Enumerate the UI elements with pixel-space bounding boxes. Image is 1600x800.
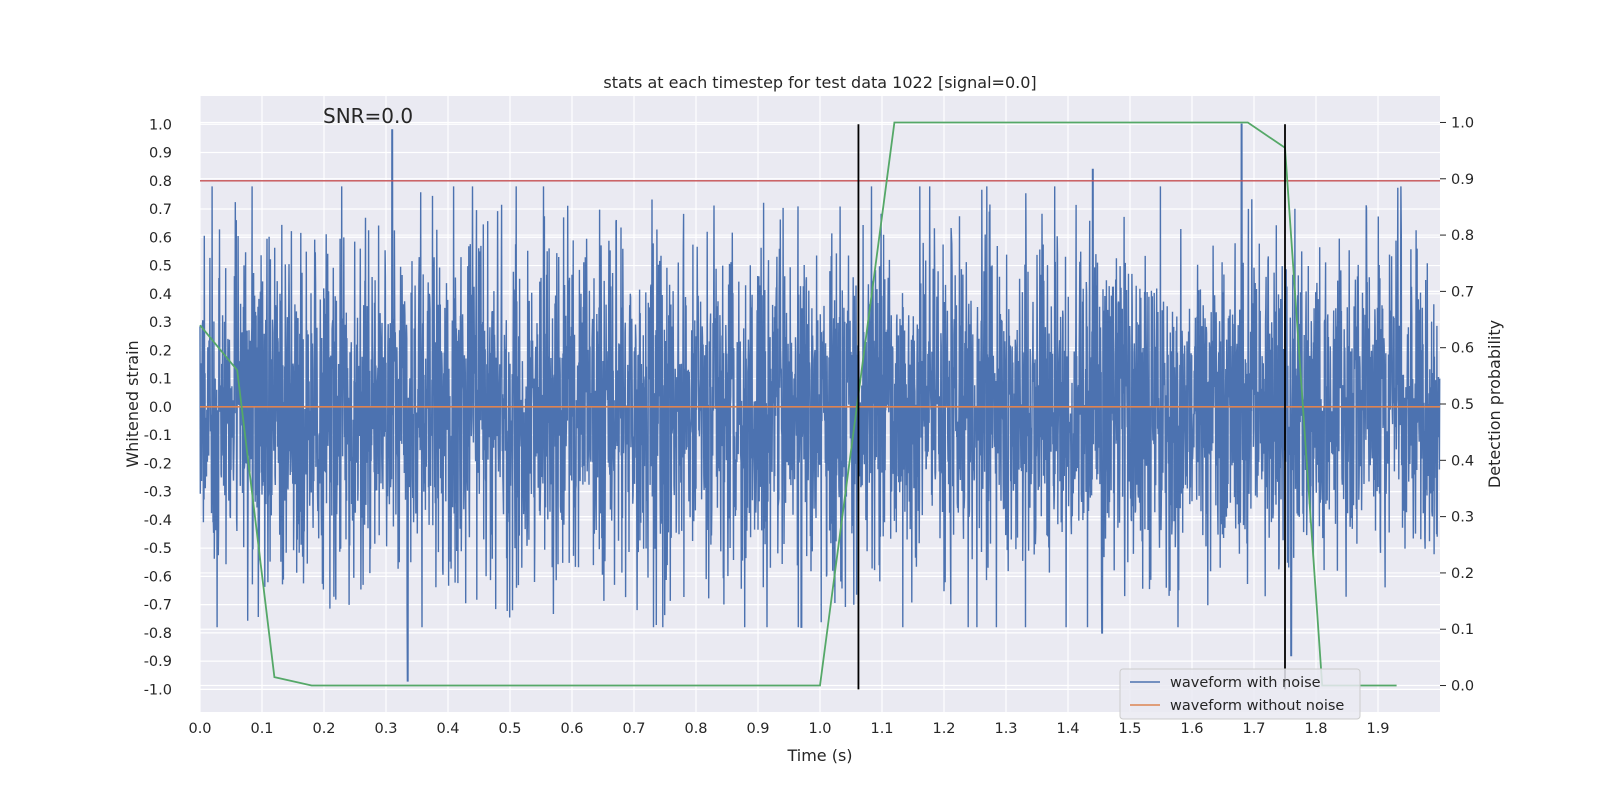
legend: waveform with noise waveform without noi… [1119, 668, 1361, 720]
y-tick-label: 0.0 [149, 400, 172, 416]
y-tick-label: -0.7 [144, 598, 172, 614]
x-tick-label: 1.1 [870, 721, 893, 737]
x-tick-label: 0.4 [436, 721, 459, 737]
y-tick-label: 0.9 [149, 146, 172, 162]
x-tick-label: 0.3 [374, 721, 397, 737]
legend-label-waveform-without-noise: waveform without noise [1170, 698, 1344, 714]
x-tick-label: 1.5 [1118, 721, 1141, 737]
y-tick-label: 0.4 [149, 287, 172, 303]
x-tick-label: 1.9 [1366, 721, 1389, 737]
y2-tick-label: 0.5 [1451, 397, 1474, 413]
legend-label-waveform-with-noise: waveform with noise [1170, 675, 1321, 691]
y2-tick-label: 0.1 [1451, 622, 1474, 638]
y2-tick-label: 0.0 [1451, 679, 1474, 695]
chart-title: stats at each timestep for test data 102… [603, 73, 1036, 92]
x-tick-label: 1.6 [1180, 721, 1203, 737]
snr-annotation: SNR=0.0 [323, 104, 413, 128]
y-tick-label: 0.6 [149, 230, 172, 246]
y-tick-label: -0.4 [144, 513, 172, 529]
x-axis-label: Time (s) [786, 746, 852, 765]
y-tick-label: 0.5 [149, 259, 172, 275]
x-tick-label: 0.6 [560, 721, 583, 737]
y-axis-label: Whitened strain [123, 340, 142, 467]
x-tick-label: 0.7 [622, 721, 645, 737]
y2-tick-label: 0.7 [1451, 284, 1474, 300]
y-tick-label: -0.6 [144, 569, 172, 585]
series-layer [199, 121, 1441, 690]
y-tick-label: -0.9 [144, 654, 172, 670]
x-tick-label: 1.4 [1056, 721, 1079, 737]
x-tick-label: 0.2 [312, 721, 335, 737]
y2-tick-label: 0.8 [1451, 228, 1474, 244]
y-tick-label: -0.2 [144, 456, 172, 472]
y-tick-label: 0.7 [149, 202, 172, 218]
y-tick-label: 0.2 [149, 343, 172, 359]
y2-axis-label: Detection probability [1485, 320, 1504, 488]
x-tick-label: 1.2 [932, 721, 955, 737]
y2-tick-label: 0.4 [1451, 453, 1474, 469]
y-tick-label: -0.8 [144, 626, 172, 642]
x-tick-label: 1.3 [994, 721, 1017, 737]
y-tick-label: -0.5 [144, 541, 172, 557]
x-tick-label: 0.5 [498, 721, 521, 737]
y-tick-label: 0.3 [149, 315, 172, 331]
y-tick-label: -1.0 [144, 682, 172, 698]
y-tick-label: 1.0 [149, 117, 172, 133]
x-tick-label: 0.8 [684, 721, 707, 737]
x-tick-label: 1.0 [808, 721, 831, 737]
x-tick-label: 1.8 [1304, 721, 1327, 737]
y2-tick-label: 0.3 [1451, 510, 1474, 526]
legend-box [1119, 668, 1361, 720]
y2-tick-label: 0.6 [1451, 341, 1474, 357]
x-tick-label: 0.9 [746, 721, 769, 737]
x-tick-label: 0.0 [188, 721, 211, 737]
y-tick-label: -0.3 [144, 485, 172, 501]
series-detection-probability [199, 121, 1397, 687]
y-tick-label: 0.1 [149, 372, 172, 388]
y2-tick-label: 0.9 [1451, 172, 1474, 188]
series-waveform-with-noise [199, 123, 1441, 682]
y-tick-label: 0.8 [149, 174, 172, 190]
x-tick-label: 1.7 [1242, 721, 1265, 737]
y2-tick-label: 1.0 [1451, 115, 1474, 131]
tick-layer: 0.0 0.1 0.2 0.3 0.4 0.5 0.6 0.7 0.8 0.9 1.0 1.1 1.2 1… [144, 115, 1474, 737]
y-tick-label: -0.1 [144, 428, 172, 444]
y2-tick-label: 0.2 [1451, 566, 1474, 582]
x-tick-label: 0.1 [250, 721, 273, 737]
